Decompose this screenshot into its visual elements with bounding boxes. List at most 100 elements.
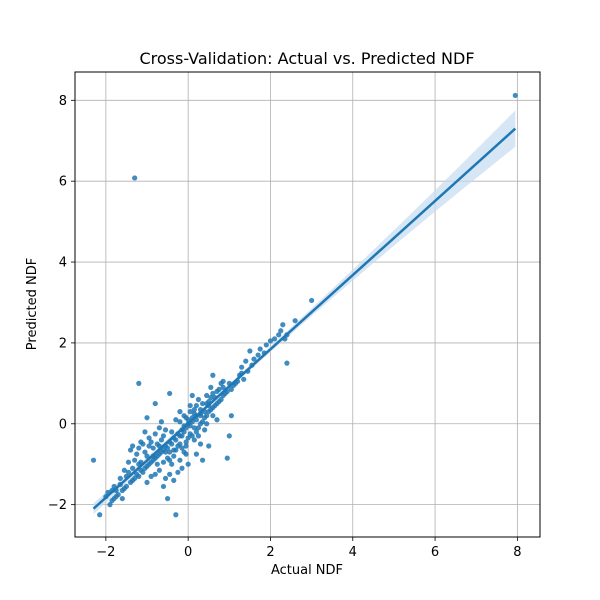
data-point [152,431,158,437]
x-tick-label: 0 [184,545,192,560]
data-point [206,443,212,449]
data-point [202,427,208,433]
data-point [146,435,152,441]
x-tick-label: 4 [349,545,357,560]
data-point [267,338,274,344]
data-point [144,415,150,421]
data-point [183,443,189,449]
data-point [208,394,214,401]
data-point [160,433,167,439]
data-point [187,409,193,415]
data-point [152,400,158,407]
data-point [144,479,150,486]
data-point [183,415,189,421]
data-point [204,392,210,399]
data-point [179,465,185,471]
data-point [146,443,152,449]
data-point [241,376,247,382]
data-point [160,483,167,490]
y-tick-label: 2 [59,336,67,351]
data-point [107,502,113,508]
data-point [142,465,148,471]
y-tick-label: 4 [59,256,67,271]
y-tick-label: 0 [59,417,67,432]
data-point [193,402,199,409]
data-point [167,471,173,477]
data-point [119,495,125,502]
data-point [132,175,138,181]
data-point [187,402,193,409]
data-point [216,386,222,393]
data-point [247,348,253,354]
data-point [239,364,245,370]
data-point [171,447,177,453]
data-point [191,425,197,431]
data-point [171,477,177,483]
data-point [167,449,173,455]
data-point [156,467,162,473]
data-point [148,439,154,445]
data-points [90,92,518,518]
data-point [199,419,206,425]
data-point [134,451,140,457]
data-point [142,429,148,435]
data-point [117,475,123,481]
data-point [214,417,220,423]
data-point [169,429,175,435]
data-point [195,396,202,403]
y-tick-label: 8 [59,94,67,109]
data-point [177,419,183,425]
x-tick-label: 2 [266,545,274,560]
x-tick-label: 6 [431,545,439,560]
y-tick-label: 6 [59,175,67,190]
data-point [199,400,206,407]
data-point [251,356,257,362]
data-point [150,445,156,451]
data-point [125,469,132,475]
data-point [183,439,189,445]
data-point [280,322,286,328]
y-tick-label: −2 [48,498,67,513]
data-point [197,441,204,447]
data-point [154,461,160,467]
data-point [309,297,315,304]
data-point [169,461,175,467]
data-point [257,346,263,352]
data-point [183,451,189,457]
data-point [218,396,224,403]
data-point [162,475,169,481]
data-point [255,352,261,358]
data-point [193,451,199,457]
data-point [224,455,230,461]
data-point [138,467,144,473]
data-point [191,407,197,413]
data-point [167,390,173,397]
data-point [134,471,140,477]
data-point [204,421,210,427]
data-point [171,453,177,459]
data-point [162,449,169,455]
data-point [144,453,150,459]
data-point [119,487,125,494]
data-point [136,445,142,451]
data-point [210,372,216,378]
data-point [228,386,234,393]
data-point [136,380,142,386]
data-point [173,417,179,423]
data-point [195,433,202,439]
data-point [127,447,134,453]
data-point [142,449,148,455]
x-tick-label: 8 [513,545,521,560]
data-point [208,384,214,390]
data-point [97,512,103,518]
data-point [271,336,278,342]
data-point [189,433,195,439]
data-point [175,469,181,475]
data-point [220,378,226,384]
data-point [177,441,183,447]
plot-frame [74,71,541,538]
data-point [160,459,167,465]
data-point [179,445,185,451]
data-point [177,409,183,415]
